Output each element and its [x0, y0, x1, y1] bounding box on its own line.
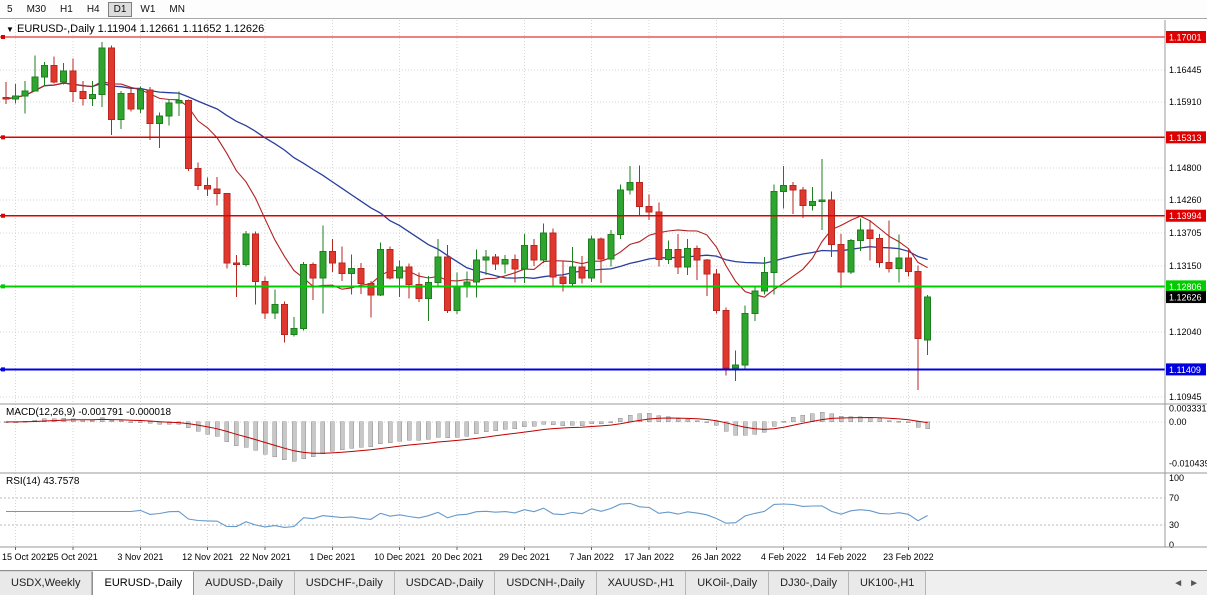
svg-text:29 Dec 2021: 29 Dec 2021 — [499, 552, 550, 562]
svg-text:1.13994: 1.13994 — [1169, 211, 1202, 221]
timeframe-button-d1[interactable]: D1 — [107, 1, 133, 17]
svg-text:22 Nov 2021: 22 Nov 2021 — [240, 552, 291, 562]
chart-tab-uk100-h1[interactable]: UK100-,H1 — [848, 571, 927, 595]
tab-scroll-right-button[interactable]: ► — [1189, 577, 1199, 589]
chart-canvas[interactable]: 1.17001 1.15313 1.13994 1.12806 1.11409 1.164… — [0, 0, 1207, 570]
svg-text:1.15910: 1.15910 — [1169, 97, 1202, 107]
tab-scroll-left-button[interactable]: ◄ — [1173, 577, 1184, 589]
svg-text:1 Dec 2021: 1 Dec 2021 — [309, 552, 355, 562]
svg-text:30: 30 — [1169, 520, 1179, 530]
price-chip — [1166, 31, 1206, 44]
tab-scroll-arrows: ◄ ► — [1165, 571, 1207, 595]
rsi-line — [6, 502, 928, 528]
svg-text:14 Feb 2022: 14 Feb 2022 — [816, 552, 867, 562]
svg-text:100: 100 — [1169, 473, 1184, 483]
hline-handle[interactable] — [1, 213, 5, 218]
hline-handle[interactable] — [1, 35, 5, 40]
chart-tab-usdcad-daily[interactable]: USDCAD-,Daily — [394, 571, 496, 595]
timeframe-toolbar: 5 M30 H1 H4 D1 W1 MN — [0, 0, 1207, 19]
svg-text:1.16445: 1.16445 — [1169, 65, 1202, 75]
chart-tab-audusd-daily[interactable]: AUDUSD-,Daily — [194, 571, 295, 595]
hline-handle[interactable] — [1, 284, 5, 289]
svg-text:0.003331: 0.003331 — [1169, 404, 1207, 414]
svg-text:23 Feb 2022: 23 Feb 2022 — [883, 552, 934, 562]
candles — [2, 41, 932, 391]
svg-text:4 Feb 2022: 4 Feb 2022 — [761, 552, 807, 562]
svg-text:15 Oct 2021: 15 Oct 2021 — [2, 552, 51, 562]
svg-text:0: 0 — [1169, 540, 1174, 550]
svg-text:7 Jan 2022: 7 Jan 2022 — [569, 552, 614, 562]
svg-text:3 Nov 2021: 3 Nov 2021 — [117, 552, 163, 562]
svg-text:1.13150: 1.13150 — [1169, 261, 1202, 271]
svg-text:-0.010439: -0.010439 — [1169, 459, 1207, 469]
svg-text:0.00: 0.00 — [1169, 417, 1187, 427]
svg-text:70: 70 — [1169, 493, 1179, 503]
chart-tab-eurusd-daily[interactable]: EURUSD-,Daily — [92, 571, 195, 595]
svg-text:20 Dec 2021: 20 Dec 2021 — [432, 552, 483, 562]
svg-text:1.10945: 1.10945 — [1169, 392, 1202, 402]
chart-tab-xauusd-h1[interactable]: XAUUSD-,H1 — [596, 571, 687, 595]
chart-tab-usdx-weekly[interactable]: USDX,Weekly — [0, 571, 93, 595]
hline-handle[interactable] — [1, 367, 5, 372]
timeframe-button-mn[interactable]: MN — [169, 3, 185, 15]
chart-tab-dj30-daily[interactable]: DJ30-,Daily — [769, 571, 849, 595]
svg-text:25 Oct 2021: 25 Oct 2021 — [49, 552, 98, 562]
macd-signal-line — [6, 416, 928, 454]
svg-text:1.12806: 1.12806 — [1169, 282, 1202, 292]
svg-text:1.17001: 1.17001 — [1169, 33, 1202, 43]
svg-text:17 Jan 2022: 17 Jan 2022 — [624, 552, 674, 562]
svg-text:1.11409: 1.11409 — [1169, 365, 1201, 375]
price-chip — [1166, 131, 1206, 144]
svg-text:10 Dec 2021: 10 Dec 2021 — [374, 552, 425, 562]
price-chip — [1166, 363, 1206, 376]
chart-tabs: USDX,Weekly EURUSD-,Daily AUDUSD-,Daily USD… — [0, 571, 927, 595]
timeframe-button-m30[interactable]: M30 — [26, 3, 47, 15]
timeframe-button-h4[interactable]: H4 — [86, 3, 100, 15]
grid — [0, 20, 1165, 547]
svg-text:1.13705: 1.13705 — [1169, 228, 1202, 238]
svg-text:26 Jan 2022: 26 Jan 2022 — [692, 552, 742, 562]
timeframe-button-5[interactable]: 5 — [7, 3, 13, 15]
ma-fast-line — [5, 80, 928, 298]
svg-text:12 Nov 2021: 12 Nov 2021 — [182, 552, 233, 562]
chart-tab-usdchf-daily[interactable]: USDCHF-,Daily — [294, 571, 395, 595]
svg-text:1.14800: 1.14800 — [1169, 163, 1202, 173]
chart-tab-usdcnh-daily[interactable]: USDCNH-,Daily — [495, 571, 597, 595]
chart-tab-bar: USDX,Weekly EURUSD-,Daily AUDUSD-,Daily USD… — [0, 570, 1207, 595]
svg-text:1.12626: 1.12626 — [1169, 293, 1202, 303]
svg-text:1.14260: 1.14260 — [1169, 195, 1202, 205]
macd-histogram — [3, 412, 930, 462]
svg-text:1.15313: 1.15313 — [1169, 133, 1202, 143]
timeframe-button-h1[interactable]: H1 — [60, 3, 73, 15]
time-axis[interactable] — [15, 547, 909, 550]
price-chip — [1166, 209, 1206, 222]
timeframe-button-w1[interactable]: W1 — [140, 3, 156, 15]
hline-handle[interactable] — [1, 135, 5, 140]
price-chip — [1166, 291, 1206, 304]
ma-slow-line — [5, 82, 928, 279]
chart-tab-ukoil-daily[interactable]: UKOil-,Daily — [686, 571, 770, 595]
svg-text:1.12040: 1.12040 — [1169, 327, 1202, 337]
price-chip — [1166, 280, 1206, 293]
